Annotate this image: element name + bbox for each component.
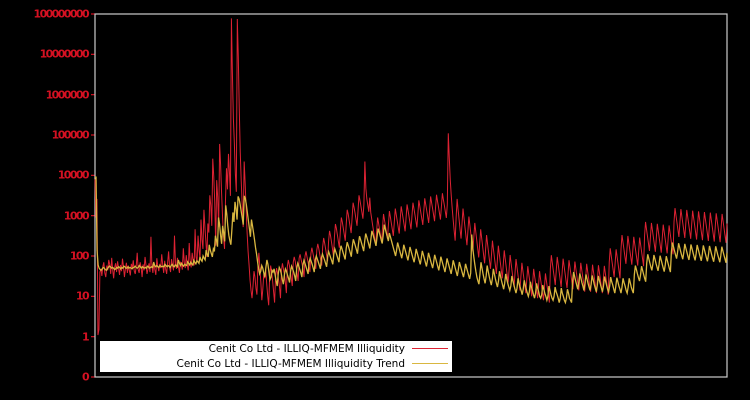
legend-entry-illiquidity-trend: Cenit Co Ltd - ILLIQ-MFMEM Illiquidity T… (100, 356, 452, 371)
chart-legend: Cenit Co Ltd - ILLIQ-MFMEM Illiquidity C… (100, 341, 452, 372)
y-axis-tick-label: 100000 (51, 128, 90, 142)
data-series-group (94, 18, 728, 336)
y-axis-tick-label: 10000 (57, 168, 90, 182)
y-axis-tick-label: 1000 (63, 209, 90, 223)
series-line-illiquidity-trend (95, 176, 728, 305)
y-axis-tick-label: 1000000 (45, 88, 90, 102)
y-axis-tick-label: 100000000 (33, 7, 90, 21)
legend-label-illiquidity-trend: Cenit Co Ltd - ILLIQ-MFMEM Illiquidity T… (176, 357, 405, 370)
y-axis-ticks (91, 13, 95, 378)
series-line-illiquidity (94, 18, 728, 336)
y-axis-tick-label: 100 (69, 249, 90, 263)
y-axis-tick-label: 1 (81, 330, 90, 344)
legend-swatch-illiquidity (412, 344, 448, 354)
y-axis-tick-label: 10 (75, 289, 90, 303)
legend-entry-illiquidity: Cenit Co Ltd - ILLIQ-MFMEM Illiquidity (100, 341, 452, 356)
y-axis-tick-label: 10000000 (39, 47, 90, 61)
legend-swatch-illiquidity-trend (412, 359, 448, 369)
legend-label-illiquidity: Cenit Co Ltd - ILLIQ-MFMEM Illiquidity (208, 342, 405, 355)
y-axis-tick-label: 0 (81, 370, 90, 384)
